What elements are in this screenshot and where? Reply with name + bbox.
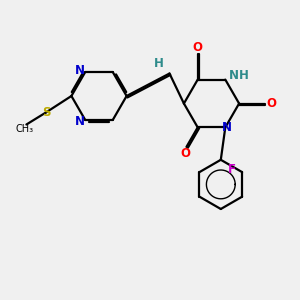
Text: F: F	[228, 163, 236, 176]
Text: N: N	[75, 64, 85, 77]
Text: H: H	[154, 57, 164, 70]
Text: O: O	[266, 97, 276, 110]
Text: CH₃: CH₃	[16, 124, 34, 134]
Text: H: H	[239, 70, 249, 83]
Text: N: N	[229, 70, 239, 83]
Text: O: O	[180, 147, 190, 160]
Text: N: N	[75, 115, 85, 128]
Text: O: O	[193, 41, 203, 54]
Text: N: N	[222, 121, 232, 134]
Text: S: S	[42, 106, 50, 119]
